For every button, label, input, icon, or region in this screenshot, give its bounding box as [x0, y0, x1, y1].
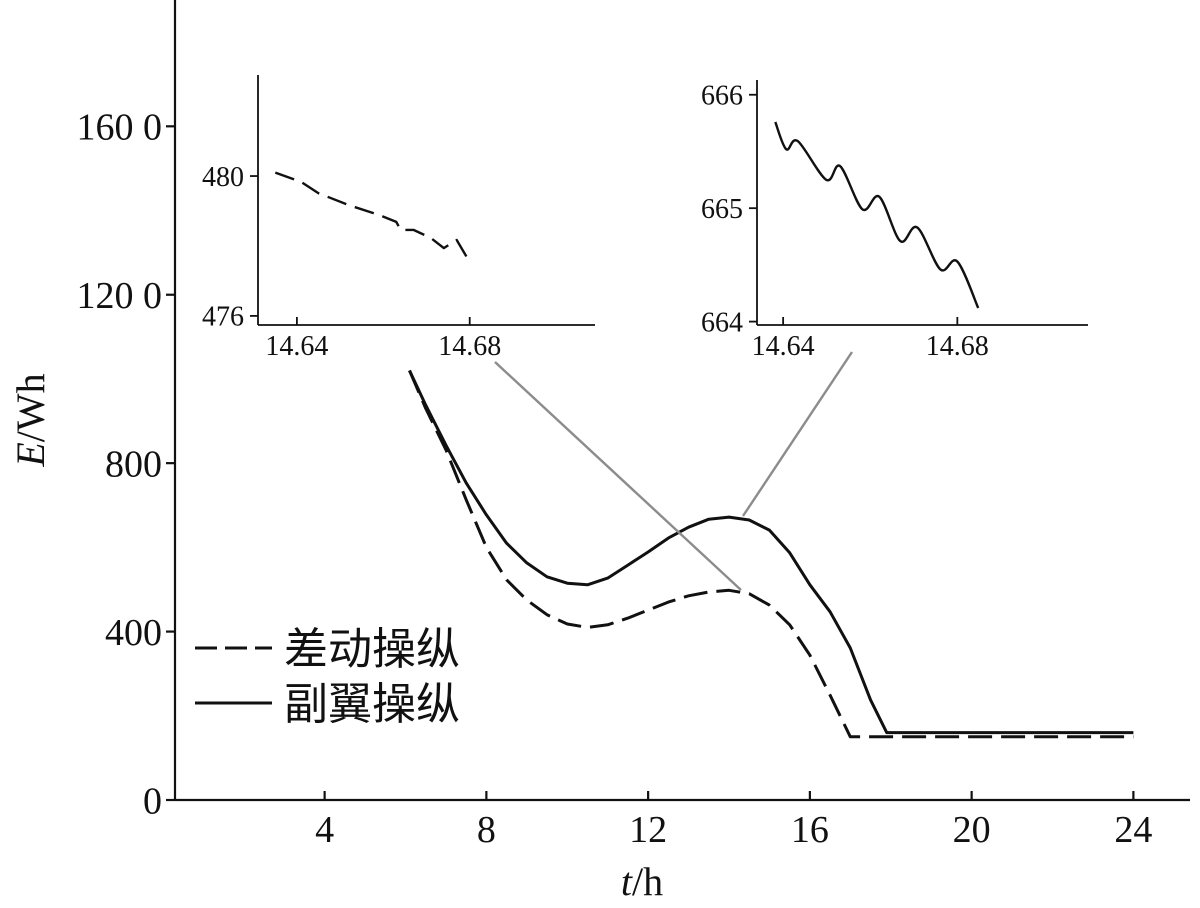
dashed-series-line	[274, 171, 471, 263]
y-tick-label: 400	[105, 612, 162, 654]
x-tick-label: 14.64	[752, 331, 815, 362]
x-tick-label: 4	[315, 809, 334, 851]
x-axis-label: t/h	[621, 859, 663, 904]
y-tick-label: 800	[105, 444, 162, 486]
solid-series-line	[408, 369, 1134, 735]
main-plot: 0 400 800 120 0 160 0 4 8 12 16 20 24 t/h E/Wh	[8, 0, 1190, 904]
legend-label-dashed: 差动操纵	[284, 624, 460, 675]
x-tick-label: 14.68	[926, 331, 989, 362]
inset-left: 476 480 14.64 14.68	[202, 75, 595, 362]
y-tick-label: 160 0	[77, 107, 163, 149]
zoom-connectors	[494, 351, 853, 591]
dashed-series-line	[408, 369, 1134, 739]
y-tick-label: 480	[202, 162, 244, 193]
y-tick-label: 476	[202, 302, 244, 333]
x-tick-label: 12	[629, 809, 667, 851]
zoom-connector-line	[494, 361, 742, 591]
legend: 差动操纵 副翼操纵	[195, 624, 460, 730]
x-tick-label: 16	[791, 809, 829, 851]
zoom-connector-line	[742, 351, 853, 517]
y-tick-label: 120 0	[77, 275, 163, 317]
x-tick-label: 14.68	[438, 331, 501, 362]
y-tick-label: 665	[701, 194, 743, 225]
y-tick-label: 664	[701, 307, 743, 338]
x-tick-label: 20	[953, 809, 991, 851]
y-tick-label: 0	[143, 780, 162, 822]
y-axis-label: E/Wh	[8, 373, 53, 467]
y-tick-label: 666	[701, 81, 743, 112]
x-tick-label: 14.64	[265, 331, 328, 362]
inset-right: 664 665 666 14.64 14.68	[701, 80, 1088, 362]
solid-series-line	[774, 121, 980, 309]
legend-label-solid: 副翼操纵	[284, 679, 460, 730]
x-tick-label: 8	[477, 809, 496, 851]
x-tick-label: 24	[1114, 809, 1152, 851]
